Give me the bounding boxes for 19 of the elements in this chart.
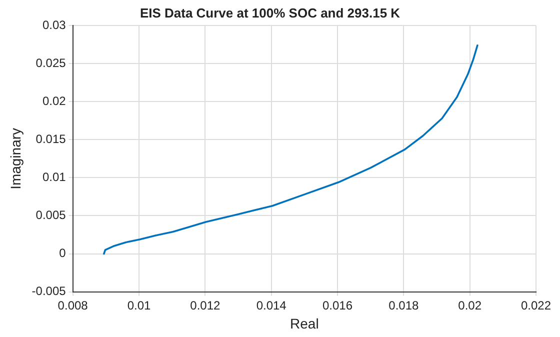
y-tick-label: 0.005	[36, 208, 66, 222]
y-tick-label: 0.015	[36, 132, 66, 146]
y-tick-label: 0.03	[42, 18, 66, 32]
y-tick-label: 0.02	[42, 94, 66, 108]
x-tick-label: 0.014	[256, 298, 287, 312]
x-tick-label: 0.008	[58, 298, 88, 312]
x-tick-label: 0.01	[127, 298, 151, 312]
x-tick-label: 0.018	[388, 298, 420, 312]
x-tick-label: 0.016	[322, 298, 353, 312]
y-axis-title: Imaginary	[7, 128, 24, 190]
y-tick-label: 0	[59, 246, 66, 260]
y-tick-label: 0.01	[42, 170, 66, 184]
x-tick-label: 0.02	[458, 298, 482, 312]
y-tick-label: 0.025	[36, 56, 66, 70]
x-tick-label: 0.022	[520, 298, 552, 312]
x-tick-label: 0.012	[190, 298, 220, 312]
y-tick-label: -0.005	[32, 284, 66, 298]
chart-title: EIS Data Curve at 100% SOC and 293.15 K	[140, 5, 401, 20]
x-axis-title: Real	[290, 315, 319, 332]
